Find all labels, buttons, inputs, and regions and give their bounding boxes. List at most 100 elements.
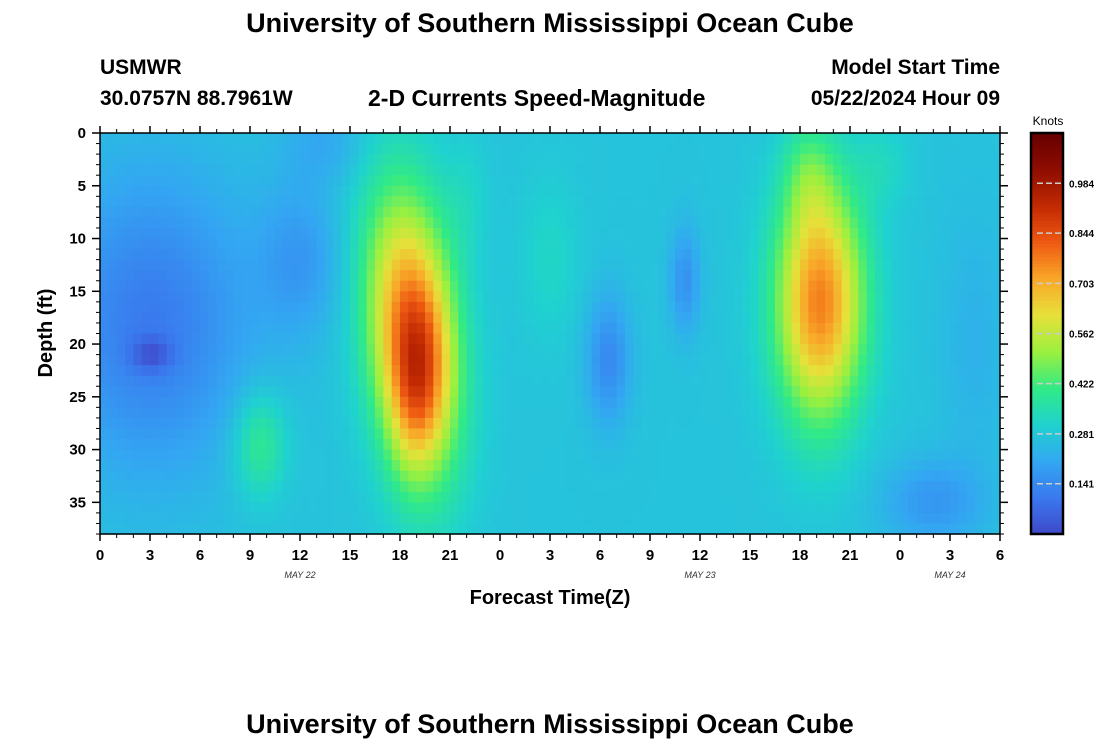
heatmap-cell xyxy=(925,154,934,166)
heatmap-cell xyxy=(466,133,476,145)
heatmap-cell xyxy=(408,301,418,313)
heatmap-cell xyxy=(550,407,559,419)
heatmap-cell xyxy=(983,512,993,525)
heatmap-cell xyxy=(750,217,759,229)
heatmap-cell xyxy=(308,133,318,145)
heatmap-cell xyxy=(608,227,618,240)
heatmap-cell xyxy=(725,227,734,240)
heatmap-cell xyxy=(225,428,234,440)
heatmap-cell xyxy=(150,175,159,187)
heatmap-cell xyxy=(100,449,109,461)
heatmap-cell xyxy=(325,449,334,461)
heatmap-cell xyxy=(208,439,218,451)
heatmap-cell xyxy=(650,491,659,503)
heatmap-cell xyxy=(316,301,326,313)
heatmap-cell xyxy=(558,270,568,282)
heatmap-cell xyxy=(966,312,976,324)
heatmap-cell xyxy=(216,523,226,535)
heatmap-cell xyxy=(391,291,401,303)
heatmap-cell xyxy=(333,322,343,335)
heatmap-cell xyxy=(408,238,418,250)
heatmap-cell xyxy=(791,523,801,535)
heatmap-cell xyxy=(375,238,384,250)
heatmap-cell xyxy=(966,206,976,219)
heatmap-cell xyxy=(591,227,601,240)
heatmap-cell xyxy=(508,301,518,313)
heatmap-cell xyxy=(316,227,326,240)
heatmap-cell xyxy=(608,502,618,514)
heatmap-cell xyxy=(408,143,418,155)
heatmap-cell xyxy=(966,460,976,472)
heatmap-cell xyxy=(125,217,134,229)
heatmap-cell xyxy=(375,270,384,282)
heatmap-cell xyxy=(550,365,559,377)
colorbar-segment xyxy=(1031,376,1063,381)
heatmap-cell xyxy=(533,291,543,303)
heatmap-cell xyxy=(708,291,718,303)
heatmap-cell xyxy=(866,344,876,356)
heatmap-cell xyxy=(116,396,126,408)
colorbar-segment xyxy=(1031,306,1063,311)
heatmap-cell xyxy=(191,428,201,440)
heatmap-cell xyxy=(758,470,768,482)
heatmap-cell xyxy=(425,270,434,282)
heatmap-cell xyxy=(275,227,284,240)
heatmap-cell xyxy=(708,365,718,377)
heatmap-cell xyxy=(625,175,634,187)
heatmap-cell xyxy=(250,386,259,398)
heatmap-cell xyxy=(416,396,426,408)
heatmap-cell xyxy=(825,428,834,440)
heatmap-cell xyxy=(708,143,718,155)
heatmap-cell xyxy=(166,270,176,282)
heatmap-cell xyxy=(683,133,693,145)
heatmap-cell xyxy=(925,196,934,208)
heatmap-cell xyxy=(500,523,509,535)
heatmap-cell xyxy=(575,322,584,335)
heatmap-cell xyxy=(191,185,201,197)
heatmap-cell xyxy=(850,133,859,145)
heatmap-cell xyxy=(750,270,759,282)
heatmap-cell xyxy=(133,206,143,219)
heatmap-cell xyxy=(375,417,384,430)
heatmap-cell xyxy=(766,333,776,345)
heatmap-cell xyxy=(383,449,393,461)
heatmap-cell xyxy=(700,133,709,145)
colorbar-tick-label: 0.141 xyxy=(1069,480,1094,491)
heatmap-cell xyxy=(450,312,459,324)
heatmap-cell xyxy=(641,354,651,366)
heatmap-cell xyxy=(341,386,351,398)
heatmap-cell xyxy=(133,164,143,176)
heatmap-cell xyxy=(300,164,309,176)
heatmap-cell xyxy=(183,386,193,398)
heatmap-cell xyxy=(208,185,218,197)
heatmap-cell xyxy=(316,512,326,525)
heatmap-cell xyxy=(150,481,159,493)
heatmap-cell xyxy=(116,375,126,387)
heatmap-cell xyxy=(725,154,734,166)
heatmap-cell xyxy=(550,143,559,155)
heatmap-cell xyxy=(733,333,743,345)
heatmap-cell xyxy=(675,449,684,461)
heatmap-cell xyxy=(683,460,693,472)
heatmap-cell xyxy=(383,322,393,335)
heatmap-cell xyxy=(733,206,743,219)
heatmap-cell xyxy=(508,365,518,377)
heatmap-cell xyxy=(483,460,493,472)
heatmap-cell xyxy=(208,154,218,166)
heatmap-cell xyxy=(100,344,109,356)
heatmap-cell xyxy=(300,523,309,535)
heatmap-cell xyxy=(475,227,484,240)
heatmap-cell xyxy=(350,227,359,240)
heatmap-cell xyxy=(966,502,976,514)
heatmap-cell xyxy=(791,481,801,493)
heatmap-cell xyxy=(541,449,551,461)
heatmap-cell xyxy=(916,175,926,187)
heatmap-cell xyxy=(450,407,459,419)
heatmap-cell xyxy=(116,523,126,535)
heatmap-cell xyxy=(108,185,118,197)
heatmap-cell xyxy=(366,206,376,219)
heatmap-cell xyxy=(866,238,876,250)
heatmap-cell xyxy=(666,227,676,240)
heatmap-cell xyxy=(333,460,343,472)
heatmap-cell xyxy=(283,143,293,155)
